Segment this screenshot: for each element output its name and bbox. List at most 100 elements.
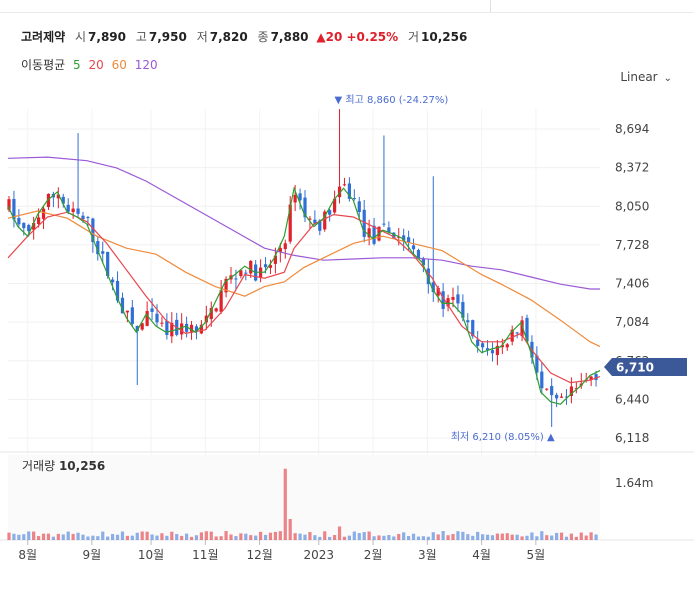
min-price-annotation: 최저 6,210 (8.05%) ▲ <box>451 431 555 443</box>
candle-body <box>32 223 36 230</box>
max-price-annotation: ▼ 최고 8,860 (-24.27%) <box>335 94 449 106</box>
volume-bar <box>441 531 445 540</box>
candle-body <box>372 225 376 244</box>
volume-bar <box>550 535 554 540</box>
volume-bar <box>214 536 218 540</box>
volume-bar <box>184 533 189 540</box>
volume-bar <box>377 535 381 540</box>
candle-body <box>219 290 223 312</box>
candle-body <box>515 332 519 334</box>
candle-body <box>209 308 213 320</box>
candle-body <box>490 350 495 354</box>
ma-line-20 <box>7 211 601 384</box>
open-value: 7,890 <box>88 30 127 44</box>
candle-body <box>332 198 337 213</box>
candle-body <box>411 245 416 250</box>
volume-bar <box>130 535 134 540</box>
moving-average-lines <box>7 156 601 405</box>
volume-bar <box>520 536 524 540</box>
ma-legend-item-60[interactable]: 60 <box>111 58 127 72</box>
candle-body <box>392 232 396 239</box>
candle-body <box>436 287 440 296</box>
candle-body <box>91 218 95 243</box>
volume-bar <box>106 536 110 540</box>
volume-bar <box>96 536 100 540</box>
candlestick-series <box>7 109 598 427</box>
candle-body <box>485 348 490 351</box>
volume-bar <box>313 535 317 540</box>
candle-body <box>106 251 110 276</box>
volume-bar <box>431 532 435 540</box>
candle-body <box>293 194 297 203</box>
price-tick-label: 7,728 <box>615 238 649 252</box>
candle-body <box>170 322 174 337</box>
volume-bar <box>7 532 11 540</box>
scale-selector[interactable]: Linear ⌄ <box>620 70 672 84</box>
candle-body <box>96 241 100 255</box>
volume-bar <box>145 531 149 540</box>
volume-bar <box>308 532 312 540</box>
candle-body <box>194 326 199 332</box>
volume-bar <box>372 536 376 540</box>
volume-bar <box>451 534 455 540</box>
current-price-tag <box>604 357 687 376</box>
candle-body <box>446 298 450 307</box>
volume-bar <box>165 535 169 540</box>
volume-bar <box>36 536 41 540</box>
volume-bar <box>56 533 60 540</box>
ma-legend-item-5[interactable]: 5 <box>73 58 81 72</box>
volume-bar <box>303 534 307 540</box>
volume-bar <box>357 533 361 540</box>
candle-body <box>189 324 194 332</box>
ma-legend-item-120[interactable]: 120 <box>134 58 158 72</box>
volume-bar <box>397 533 401 540</box>
change-value: ▲20 +0.25% <box>316 30 399 44</box>
candle-body <box>135 326 139 332</box>
candle-body <box>342 184 347 186</box>
volume-bar <box>545 535 549 540</box>
candle-body <box>22 222 26 229</box>
volume-bar <box>337 526 342 540</box>
volume-bar <box>476 531 480 540</box>
candle-body <box>495 345 500 356</box>
volume-bar <box>125 535 130 540</box>
volume-label: 거 <box>408 30 420 44</box>
price-tick-label: 6,118 <box>615 431 649 445</box>
candle-body <box>17 217 21 225</box>
candle-body <box>224 278 228 293</box>
volume-bar <box>392 536 396 540</box>
volume-bar <box>41 533 46 540</box>
volume-bar <box>594 534 598 540</box>
volume-bar <box>51 536 56 540</box>
candle-body <box>101 251 105 254</box>
candle-body <box>160 322 164 324</box>
candle-body <box>441 291 445 309</box>
volume-bar <box>406 535 411 540</box>
volume-bar <box>332 535 337 540</box>
candle-body <box>184 323 189 332</box>
price-tick-label: 8,050 <box>615 199 649 213</box>
volume-bar <box>589 532 593 540</box>
volume-bar <box>323 531 327 540</box>
price-tick-label: 7,406 <box>615 277 649 291</box>
candle-body <box>234 278 238 280</box>
candle-body <box>337 186 342 198</box>
price-summary: 고려제약 시 7,890 고 7,950 저 7,820 종 7,880 ▲20 +0.… <box>21 28 467 45</box>
candle-body <box>12 198 16 220</box>
volume-bar <box>342 536 347 540</box>
toolbar-separator <box>490 0 491 12</box>
candle-body <box>268 265 273 268</box>
volume-bar <box>249 535 253 540</box>
volume-bar <box>229 534 233 540</box>
volume-bar <box>189 536 194 540</box>
volume-bar <box>574 536 578 540</box>
ma-line-5 <box>7 186 601 405</box>
ma-legend-item-20[interactable]: 20 <box>88 58 104 72</box>
volume-bar <box>293 533 297 540</box>
candle-body <box>471 320 475 337</box>
candle-body <box>540 371 544 389</box>
volume-bar <box>66 531 70 540</box>
volume-bar <box>490 535 495 540</box>
candle-body <box>520 320 524 337</box>
